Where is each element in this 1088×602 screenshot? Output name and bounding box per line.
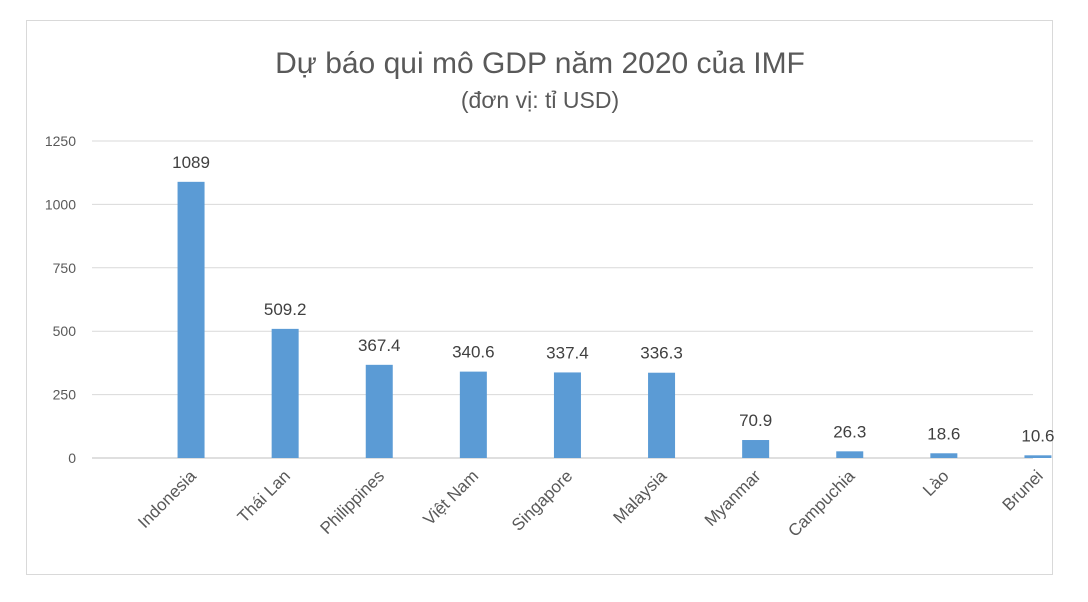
x-tick-label: Myanmar (701, 466, 765, 530)
x-tick-label: Việt Nam (420, 466, 483, 529)
y-tick-label: 1250 (45, 133, 76, 149)
data-label: 367.4 (358, 336, 401, 355)
bars (177, 181, 1052, 459)
bar (553, 372, 581, 458)
chart-subtitle: (đơn vị: tỉ USD) (461, 87, 619, 113)
x-tick-label: Brunei (999, 466, 1047, 514)
chart-title: Dự báo qui mô GDP năm 2020 của IMF (275, 47, 805, 80)
y-tick-label: 250 (53, 387, 77, 403)
data-label: 509.2 (264, 300, 307, 319)
x-tick-label: Malaysia (610, 466, 671, 527)
x-axis: Indonesia Thái Lan Philippines Việt Nam Sing… (134, 466, 1046, 541)
bar (742, 440, 770, 458)
y-tick-label: 750 (53, 260, 77, 276)
y-axis: 0 250 500 750 1000 1250 (45, 133, 76, 466)
data-label: 26.3 (833, 422, 866, 441)
bar (648, 372, 676, 458)
data-label: 10.6 (1021, 426, 1054, 445)
data-label: 340.6 (452, 343, 495, 362)
bar (1024, 455, 1052, 458)
bar (271, 328, 299, 458)
data-label: 70.9 (739, 411, 772, 430)
y-tick-label: 1000 (45, 196, 76, 212)
x-tick-label: Indonesia (134, 466, 200, 532)
y-tick-label: 500 (53, 323, 77, 339)
bar (177, 181, 205, 459)
data-label: 337.4 (546, 343, 589, 362)
bar (836, 451, 864, 458)
x-tick-label: Thái Lan (234, 466, 294, 526)
y-tick-label: 0 (68, 450, 76, 466)
bar (365, 364, 393, 458)
x-tick-label: Lào (919, 466, 952, 499)
data-label: 1089 (172, 153, 210, 172)
gridlines (92, 140, 1033, 459)
bar (459, 371, 487, 458)
x-tick-label: Philippines (316, 466, 388, 538)
data-label: 336.3 (640, 344, 683, 363)
bar (930, 453, 958, 458)
data-label: 18.6 (927, 424, 960, 443)
data-labels: 1089 509.2 367.4 340.6 337.4 336.3 70.9 26.3 18.… (172, 153, 1054, 445)
x-tick-label: Campuchia (784, 466, 859, 541)
x-tick-label: Singapore (508, 466, 576, 534)
